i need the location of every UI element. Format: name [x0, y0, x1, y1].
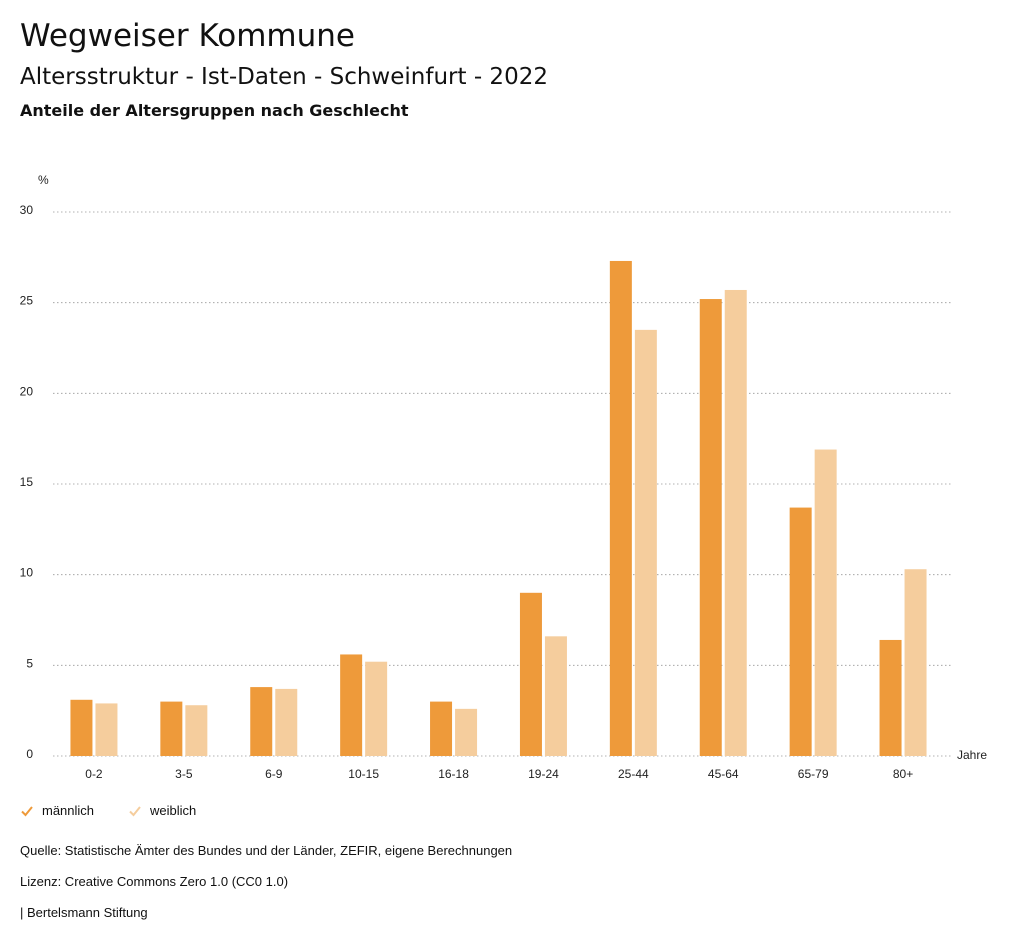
y-tick-label: 15 — [20, 475, 34, 489]
chart-footer: Quelle: Statistische Ämter des Bundes un… — [20, 843, 512, 936]
x-axis-ticks: 0-2 3-5 6-9 10-15 16-18 19-24 25-44 45-64 65-79 8… — [85, 767, 913, 781]
bar-maennlich-45-64[interactable] — [699, 299, 722, 756]
bar-maennlich-25-44[interactable] — [609, 260, 632, 756]
x-tick-label: 16-18 — [438, 767, 469, 781]
chart-subtitle: Altersstruktur - Ist-Daten - Schweinfurt… — [20, 64, 548, 90]
chart-description: Anteile der Altersgruppen nach Geschlech… — [20, 101, 409, 120]
bar-weiblich-45-64[interactable] — [724, 289, 747, 756]
license-note: Lizenz: Creative Commons Zero 1.0 (CC0 1… — [20, 874, 289, 889]
bar-weiblich-6-9[interactable] — [275, 688, 298, 756]
chart-title: Wegweiser Kommune — [20, 18, 355, 54]
x-tick-label: 80+ — [893, 767, 913, 781]
legend-label-maennlich: männlich — [42, 803, 95, 818]
y-tick-label: 0 — [26, 747, 33, 761]
bar-maennlich-10-15[interactable] — [340, 654, 363, 756]
bar-weiblich-16-18[interactable] — [455, 708, 478, 756]
bar-maennlich-0-2[interactable] — [70, 699, 93, 756]
check-icon — [21, 805, 33, 816]
y-tick-label: 25 — [20, 294, 34, 308]
bar-weiblich-19-24[interactable] — [544, 636, 567, 756]
bar-chart: 0 5 10 15 20 25 30 0-2 3-5 6-9 10-15 16-18 19-24 25-… — [20, 173, 988, 781]
legend-item-maennlich[interactable]: männlich — [20, 803, 94, 818]
publisher-note: | Bertelsmann Stiftung — [20, 905, 148, 920]
y-tick-label: 10 — [20, 566, 34, 580]
bar-weiblich-65-79[interactable] — [814, 449, 837, 756]
check-icon — [129, 805, 141, 816]
x-tick-label: 19-24 — [528, 767, 559, 781]
bar-maennlich-16-18[interactable] — [430, 701, 453, 756]
x-tick-label: 6-9 — [265, 767, 283, 781]
chart-header: Wegweiser Kommune Altersstruktur - Ist-D… — [20, 16, 548, 122]
legend-item-weiblich[interactable]: weiblich — [128, 803, 196, 818]
x-tick-label: 65-79 — [798, 767, 829, 781]
legend: männlich weiblich — [20, 803, 196, 818]
x-tick-label: 3-5 — [175, 767, 193, 781]
bar-maennlich-19-24[interactable] — [519, 592, 542, 756]
x-tick-label: 25-44 — [618, 767, 649, 781]
bars — [70, 260, 927, 756]
y-tick-label: 30 — [20, 203, 34, 217]
bar-maennlich-6-9[interactable] — [250, 687, 273, 756]
bar-maennlich-80+[interactable] — [879, 639, 902, 756]
y-axis-ticks: 0 5 10 15 20 25 30 — [20, 203, 34, 761]
x-tick-label: 45-64 — [708, 767, 739, 781]
y-tick-label: 20 — [20, 384, 34, 398]
y-tick-label: 5 — [26, 656, 33, 670]
bar-maennlich-3-5[interactable] — [160, 701, 183, 756]
legend-label-weiblich: weiblich — [150, 803, 197, 818]
bar-maennlich-65-79[interactable] — [789, 507, 812, 756]
y-axis-unit: % — [38, 173, 49, 187]
x-axis-label: Jahre — [957, 748, 987, 762]
x-tick-label: 10-15 — [348, 767, 379, 781]
bar-weiblich-0-2[interactable] — [95, 703, 118, 756]
x-tick-label: 0-2 — [85, 767, 103, 781]
bar-weiblich-3-5[interactable] — [185, 705, 208, 756]
bar-weiblich-25-44[interactable] — [634, 329, 657, 756]
bar-weiblich-10-15[interactable] — [365, 661, 388, 756]
source-note: Quelle: Statistische Ämter des Bundes un… — [20, 843, 513, 858]
bar-weiblich-80+[interactable] — [904, 569, 927, 756]
